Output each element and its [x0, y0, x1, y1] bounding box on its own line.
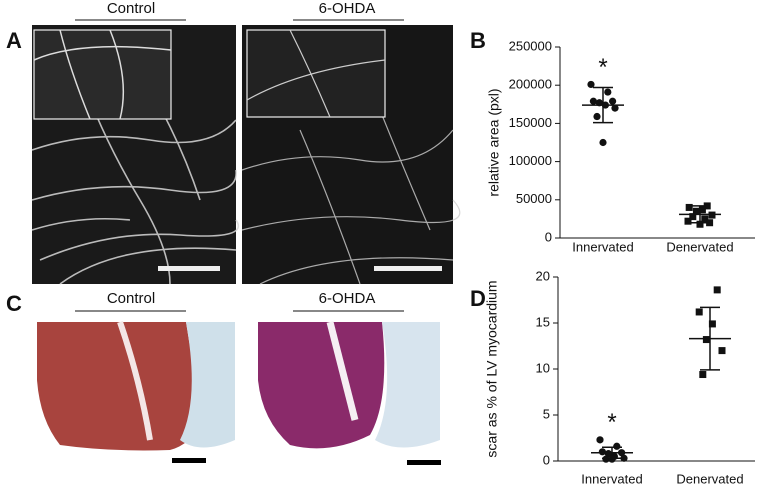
panel-label: B: [470, 28, 486, 53]
data-point: [611, 104, 619, 112]
data-point: [699, 371, 707, 379]
caption: Control: [107, 0, 155, 17]
data-point: [702, 336, 710, 344]
data-point: [604, 450, 613, 458]
y-tick-label: 20: [536, 268, 550, 283]
x-tick-label: Denervated: [666, 239, 733, 254]
data-point: [609, 97, 617, 105]
significance-mark: *: [598, 54, 607, 81]
data-point: [598, 448, 607, 456]
data-point: [703, 202, 711, 210]
data-point: [608, 455, 616, 463]
data-point: [701, 215, 709, 223]
y-tick-label: 5: [543, 406, 550, 421]
x-tick-label: Denervated: [676, 471, 743, 486]
micrograph-6ohda: [241, 25, 461, 285]
data-point: [596, 436, 604, 444]
caption-rules: [75, 19, 404, 312]
data-point: [620, 454, 628, 462]
caption: 6-OHDA: [319, 0, 376, 17]
data-point: [689, 213, 697, 221]
histology-control: [37, 321, 235, 463]
y-tick-label: 200000: [509, 77, 552, 92]
y-tick-label: 15: [536, 314, 550, 329]
y-tick-label: 10: [536, 360, 550, 375]
y-tick-label: 0: [543, 452, 550, 467]
caption: Control: [107, 290, 155, 307]
data-point: [698, 206, 706, 214]
data-point: [601, 101, 610, 109]
data-point: [595, 99, 604, 107]
caption: 6-OHDA: [319, 290, 376, 307]
data-point: [587, 80, 595, 89]
data-point: [718, 347, 726, 355]
x-tick-label: Innervated: [572, 239, 633, 254]
y-axis-label: relative area (pxl): [486, 88, 502, 196]
data-point: [685, 203, 693, 211]
data-point: [599, 138, 607, 147]
data-point: [713, 286, 721, 294]
data-point: [695, 308, 703, 316]
y-tick-label: 150000: [509, 115, 552, 130]
panel-label: A: [6, 28, 22, 53]
data-point: [618, 449, 626, 457]
data-point: [708, 320, 716, 328]
y-tick-label: 0: [545, 229, 552, 244]
y-tick-label: 250000: [509, 38, 552, 53]
histology-6ohda: [258, 321, 441, 465]
x-tick-label: Innervated: [581, 471, 642, 486]
data-point: [613, 442, 621, 450]
micrograph-control: [31, 25, 240, 285]
panel-label: C: [6, 291, 22, 316]
data-point: [692, 207, 700, 215]
data-point: [593, 112, 601, 121]
data-point: [604, 88, 612, 96]
significance-mark: *: [607, 409, 616, 436]
data-point: [602, 455, 610, 463]
y-tick-label: 100000: [509, 153, 552, 168]
panel-label: D: [470, 286, 486, 311]
y-axis-label: scar as % of LV myocardium: [484, 280, 500, 457]
data-point: [589, 97, 598, 105]
y-tick-label: 50000: [516, 191, 552, 206]
data-point: [696, 220, 704, 228]
data-point: [684, 217, 692, 225]
data-point: [706, 219, 714, 227]
data-point: [708, 211, 716, 219]
